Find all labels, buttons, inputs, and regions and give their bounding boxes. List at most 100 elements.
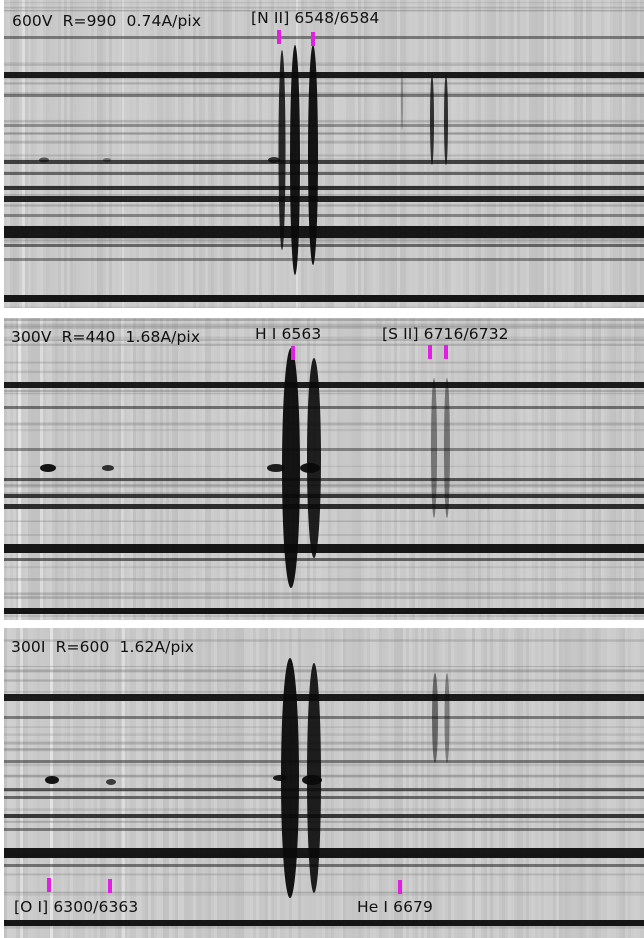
texture-column [610, 628, 613, 938]
texture-column [388, 318, 391, 620]
texture-column [520, 628, 523, 938]
stellar-continuum [4, 848, 644, 858]
texture-column [133, 0, 136, 308]
texture-column [259, 0, 262, 308]
texture-column [613, 318, 616, 620]
texture-column [124, 0, 127, 308]
texture-column [97, 628, 100, 938]
texture-column [454, 628, 457, 938]
texture-column [166, 0, 169, 308]
texture-column [118, 628, 121, 938]
texture-column [256, 628, 259, 938]
panel-300v-title: 300V R=440 1.68A/pix [11, 328, 201, 346]
texture-column [58, 628, 61, 938]
texture-column [574, 318, 577, 620]
texture-column [439, 318, 442, 620]
texture-column [481, 0, 484, 308]
texture-column [502, 628, 505, 938]
texture-column [187, 628, 190, 938]
emission-line [308, 45, 318, 265]
texture-column [445, 318, 448, 620]
texture-column [124, 318, 127, 620]
hi-6563-marker [291, 346, 295, 360]
texture-column [493, 628, 496, 938]
bright-column [122, 628, 125, 938]
texture-column [469, 0, 472, 308]
texture-column [13, 0, 16, 308]
continuum-row [4, 140, 644, 144]
texture-column [409, 0, 412, 308]
hei-6679-marker [398, 880, 402, 894]
texture-column [85, 0, 88, 308]
texture-column [583, 0, 586, 308]
emission-knot [267, 464, 285, 472]
texture-column [448, 628, 451, 938]
stellar-continuum [4, 760, 644, 763]
texture-column [40, 628, 43, 938]
texture-column [538, 318, 541, 620]
texture-column [103, 0, 106, 308]
continuum-row [4, 480, 644, 483]
texture-column [544, 318, 547, 620]
texture-column [412, 318, 415, 620]
stellar-continuum [4, 478, 644, 481]
texture-column [403, 318, 406, 620]
texture-column [511, 318, 514, 620]
texture-column [169, 0, 172, 308]
texture-column [484, 318, 487, 620]
texture-column [67, 628, 70, 938]
texture-column [550, 0, 553, 308]
continuum-row [4, 592, 644, 594]
texture-column [637, 318, 640, 620]
texture-column [589, 628, 592, 938]
texture-column [376, 0, 379, 308]
texture-column [406, 0, 409, 308]
texture-column [571, 628, 574, 938]
texture-column [547, 318, 550, 620]
continuum-row [4, 429, 644, 432]
texture-column [616, 628, 619, 938]
texture-column [481, 628, 484, 938]
texture-column [352, 318, 355, 620]
texture-column [508, 628, 511, 938]
texture-column [349, 318, 352, 620]
texture-column [568, 628, 571, 938]
texture-column [145, 318, 148, 620]
texture-column [535, 628, 538, 938]
texture-column [37, 318, 40, 620]
stellar-continuum [4, 406, 644, 409]
texture-column [199, 628, 202, 938]
texture-column [406, 628, 409, 938]
texture-column [421, 318, 424, 620]
texture-column [322, 628, 325, 938]
texture-column [97, 318, 100, 620]
texture-column [358, 318, 361, 620]
stellar-continuum [4, 186, 644, 190]
texture-column [238, 318, 241, 620]
texture-column [94, 0, 97, 308]
texture-column [523, 628, 526, 938]
texture-column [514, 318, 517, 620]
texture-column [475, 0, 478, 308]
texture-column [76, 628, 79, 938]
texture-column [238, 628, 241, 938]
texture-column [25, 628, 28, 938]
texture-column [31, 318, 34, 620]
texture-column [262, 628, 265, 938]
emission-knot [273, 775, 287, 781]
texture-column [415, 628, 418, 938]
texture-column [472, 0, 475, 308]
texture-column [505, 0, 508, 308]
continuum-row [4, 336, 644, 339]
texture-column [580, 0, 583, 308]
stellar-continuum [4, 716, 644, 719]
texture-column [418, 628, 421, 938]
texture-column [364, 318, 367, 620]
texture-column [427, 0, 430, 308]
emission-line [431, 378, 437, 518]
oi-6300-marker [47, 878, 51, 892]
texture-column [502, 318, 505, 620]
emission-line [444, 378, 450, 518]
texture-column [34, 318, 37, 620]
texture-column [451, 0, 454, 308]
